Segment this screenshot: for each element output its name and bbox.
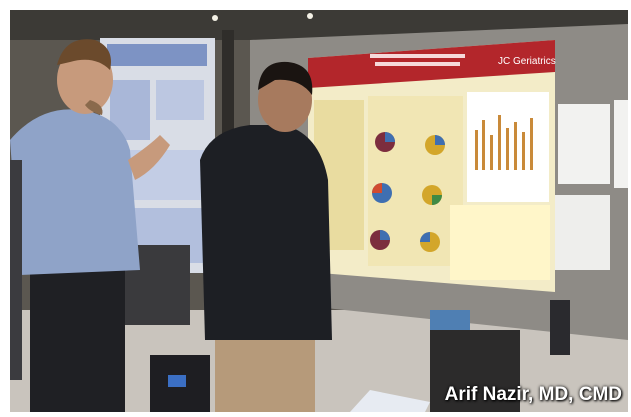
poster-title-line — [370, 54, 465, 58]
photo-caption: Arif Nazir, MD, CMD — [444, 384, 622, 405]
background-poster-header — [107, 44, 207, 66]
pie-chart — [370, 230, 390, 250]
ceiling-light — [212, 15, 218, 21]
pinned-sheet — [555, 195, 610, 270]
poster-right-column — [450, 205, 550, 280]
poster-logo: JC Geriatrics — [498, 56, 556, 67]
bag-logo — [168, 375, 186, 387]
poster-title-line — [375, 62, 460, 66]
pie-chart — [420, 232, 440, 252]
photo-scene: JC Geriatrics — [10, 10, 628, 412]
pie-chart — [372, 183, 392, 203]
pinned-sheet — [614, 100, 628, 188]
man-blue-shirt — [10, 39, 170, 412]
pie-chart — [422, 185, 442, 205]
man-dark-jacket — [200, 61, 332, 412]
ceiling-light — [307, 13, 313, 19]
pinned-sheet — [558, 104, 610, 184]
pie-chart — [425, 135, 445, 155]
background-poster-panel — [156, 80, 204, 120]
laptop — [350, 390, 430, 412]
chair — [430, 330, 520, 412]
poster-bars — [475, 115, 533, 170]
background-person-legs — [550, 300, 570, 355]
conference-photo: JC Geriatrics — [10, 10, 628, 412]
pie-chart — [375, 132, 395, 152]
